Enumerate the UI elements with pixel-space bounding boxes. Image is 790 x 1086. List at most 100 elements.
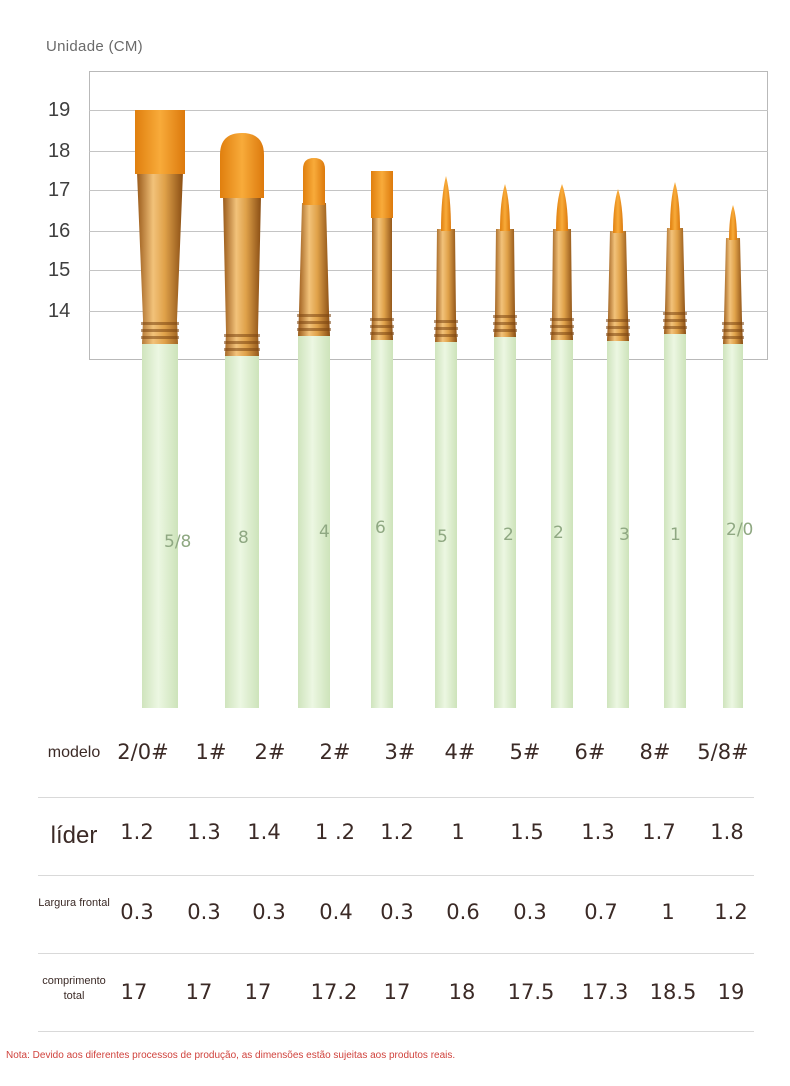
- cell: 0.3: [252, 900, 286, 924]
- table-row-lider: líder 1.2 1.3 1.4 1 .2 1.2 1 1.5 1.3 1.7…: [38, 798, 754, 876]
- ferrule-ring: [297, 321, 331, 324]
- handle-number-1: 5/8: [164, 532, 192, 552]
- brush-handle: [371, 336, 393, 708]
- ferrule-ring: [297, 314, 331, 317]
- ferrule-ring: [606, 326, 630, 329]
- brush-bristles: [303, 158, 325, 205]
- ferrule-ring: [606, 319, 630, 322]
- handle-number-6: 2: [503, 525, 514, 545]
- gridline-19: [89, 110, 768, 111]
- ferrule-ring: [224, 334, 260, 337]
- brushes-svg: [135, 110, 744, 708]
- brush-handle: [298, 332, 330, 708]
- cell: 5#: [509, 740, 541, 764]
- brush-1: [135, 110, 185, 708]
- brush-handle: [723, 340, 743, 708]
- ferrule-ring: [434, 320, 458, 323]
- brush-handle: [494, 333, 516, 708]
- cell: 1.8: [710, 820, 744, 844]
- brush-bristles: [729, 205, 737, 240]
- ferrule-ring: [493, 315, 517, 318]
- ferrule-ring: [722, 322, 744, 325]
- cell: 6#: [574, 740, 606, 764]
- brush-ferrule: [551, 229, 573, 340]
- cell: 4#: [444, 740, 476, 764]
- brush-9: [663, 182, 687, 708]
- brush-8: [606, 189, 630, 708]
- y-tick-16: 16: [48, 220, 71, 242]
- ferrule-ring: [550, 318, 574, 321]
- gridline-14: [89, 311, 768, 312]
- table-row-modelo: modelo 2/0# 1# 2# 2# 3# 4# 5# 6# 8# 5/8#: [38, 720, 754, 798]
- brush-ferrule: [435, 229, 457, 342]
- gridline-15: [89, 270, 768, 271]
- cell: 17: [244, 980, 272, 1004]
- ferrule-ring: [606, 333, 630, 336]
- cell: 0.6: [446, 900, 480, 924]
- cell: 0.7: [584, 900, 618, 924]
- cell: 5/8#: [697, 740, 749, 764]
- cell: 2/0#: [117, 740, 169, 764]
- brush-bristles: [670, 182, 680, 230]
- gridline-16: [89, 231, 768, 232]
- cell: 18: [448, 980, 476, 1004]
- gridline-17: [89, 190, 768, 191]
- ferrule-ring: [663, 312, 687, 315]
- brush-bristles: [220, 133, 264, 198]
- brush-ferrule: [223, 196, 261, 356]
- brush-bristles: [135, 110, 185, 174]
- table-row-comprimento: comprimento total 17 17 17 17.2 17 18 17…: [38, 954, 754, 1032]
- handle-number-3: 4: [319, 522, 330, 542]
- brush-handle: [435, 338, 457, 708]
- ferrule-ring: [663, 326, 687, 329]
- cell: 1.3: [187, 820, 221, 844]
- brush-bristles: [441, 176, 451, 231]
- cell: 1.7: [642, 820, 676, 844]
- ferrule-ring: [493, 329, 517, 332]
- brush-ferrule: [723, 238, 743, 344]
- ferrule-ring: [141, 329, 179, 332]
- handle-number-8: 3: [619, 525, 630, 545]
- brush-6: [493, 184, 517, 708]
- brush-bristles: [371, 171, 393, 218]
- cell: 1.4: [247, 820, 281, 844]
- cell: 0.3: [513, 900, 547, 924]
- cell: 17.2: [310, 980, 358, 1004]
- brush-handle: [225, 352, 259, 708]
- brush-7: [550, 184, 574, 708]
- cell: 1.2: [714, 900, 748, 924]
- cell: 1.2: [380, 820, 414, 844]
- ferrule-ring: [370, 332, 394, 335]
- cell: 0.4: [319, 900, 353, 924]
- cell: 18.5: [649, 980, 697, 1004]
- cell: 1: [451, 820, 465, 844]
- brush-ferrule: [494, 229, 516, 337]
- brush-ferrule: [607, 231, 629, 341]
- brush-handle: [142, 340, 178, 708]
- cell: 1.3: [581, 820, 615, 844]
- cell: 1#: [195, 740, 227, 764]
- y-tick-15: 15: [48, 259, 71, 281]
- y-tick-19: 19: [48, 99, 71, 121]
- brush-5: [434, 176, 458, 708]
- cell: 3#: [384, 740, 416, 764]
- cell: 1.5: [510, 820, 544, 844]
- row-label-largura: Largura frontal: [38, 897, 110, 909]
- handle-number-9: 1: [670, 525, 681, 545]
- ferrule-ring: [550, 325, 574, 328]
- cell: 2#: [254, 740, 286, 764]
- cell: 1.2: [120, 820, 154, 844]
- cell: 17: [120, 980, 148, 1004]
- cell: 1: [661, 900, 675, 924]
- handle-number-4: 6: [375, 518, 386, 538]
- cell: 17: [185, 980, 213, 1004]
- brush-ferrule: [664, 228, 686, 334]
- cell: 0.3: [380, 900, 414, 924]
- row-label-modelo: modelo: [47, 744, 101, 761]
- brush-handle: [664, 330, 686, 708]
- ferrule-ring: [434, 334, 458, 337]
- brush-handle: [607, 337, 629, 708]
- y-tick-14: 14: [48, 300, 71, 322]
- table-row-largura: Largura frontal 0.3 0.3 0.3 0.4 0.3 0.6 …: [38, 876, 754, 954]
- handle-number-10: 2/0: [726, 520, 754, 540]
